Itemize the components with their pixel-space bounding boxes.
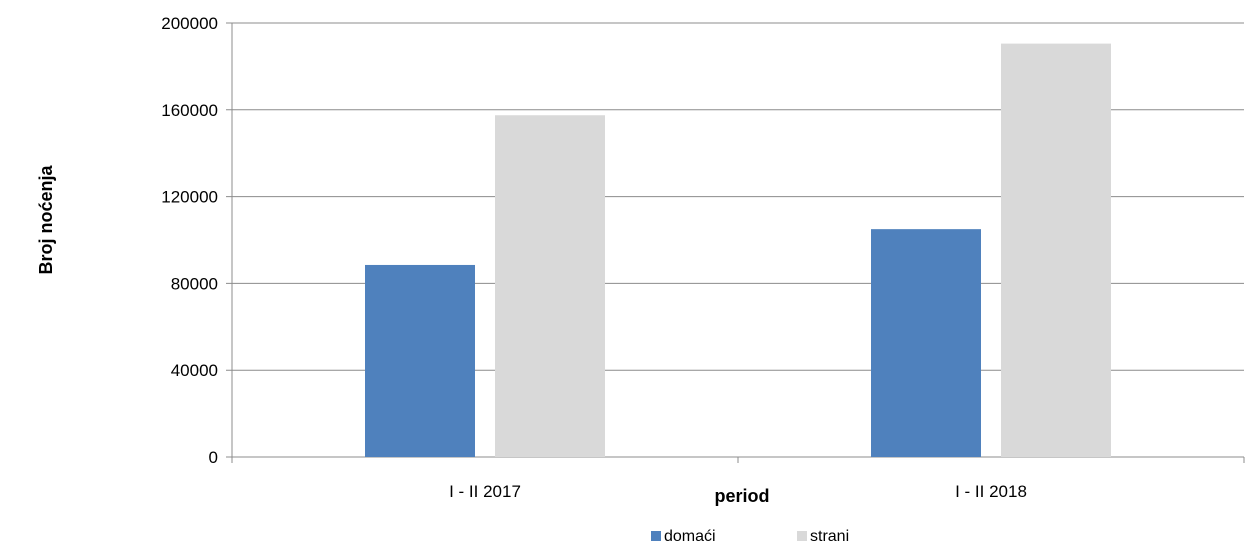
legend-swatch-domaći bbox=[651, 531, 661, 541]
y-axis-ticks: 0 40000 80000 120000 160000 200000 bbox=[161, 14, 218, 467]
legend-swatch-strani bbox=[797, 531, 807, 541]
bar-domaći-1 bbox=[871, 229, 981, 457]
y-tick-label: 80000 bbox=[171, 274, 218, 293]
y-tick-label: 160000 bbox=[161, 101, 218, 120]
legend-label: strani bbox=[810, 528, 849, 545]
y-tick-label: 200000 bbox=[161, 14, 218, 33]
bar-strani-0 bbox=[495, 115, 605, 457]
y-axis-title: Broj noćenja bbox=[36, 165, 56, 275]
bar-strani-1 bbox=[1001, 43, 1111, 458]
x-axis-title: period bbox=[714, 486, 769, 506]
y-tick-label: 0 bbox=[209, 448, 218, 467]
x-tick-label: I - II 2017 bbox=[449, 482, 521, 501]
legend-label: domaći bbox=[664, 528, 716, 545]
legend: domaći strani bbox=[651, 528, 849, 545]
bars bbox=[365, 43, 1111, 458]
x-tick-label: I - II 2018 bbox=[955, 482, 1027, 501]
x-axis-ticks: I - II 2017 I - II 2018 bbox=[449, 482, 1027, 501]
bar-domaći-0 bbox=[365, 264, 475, 457]
y-tick-label: 40000 bbox=[171, 361, 218, 380]
y-tick-label: 120000 bbox=[161, 188, 218, 207]
